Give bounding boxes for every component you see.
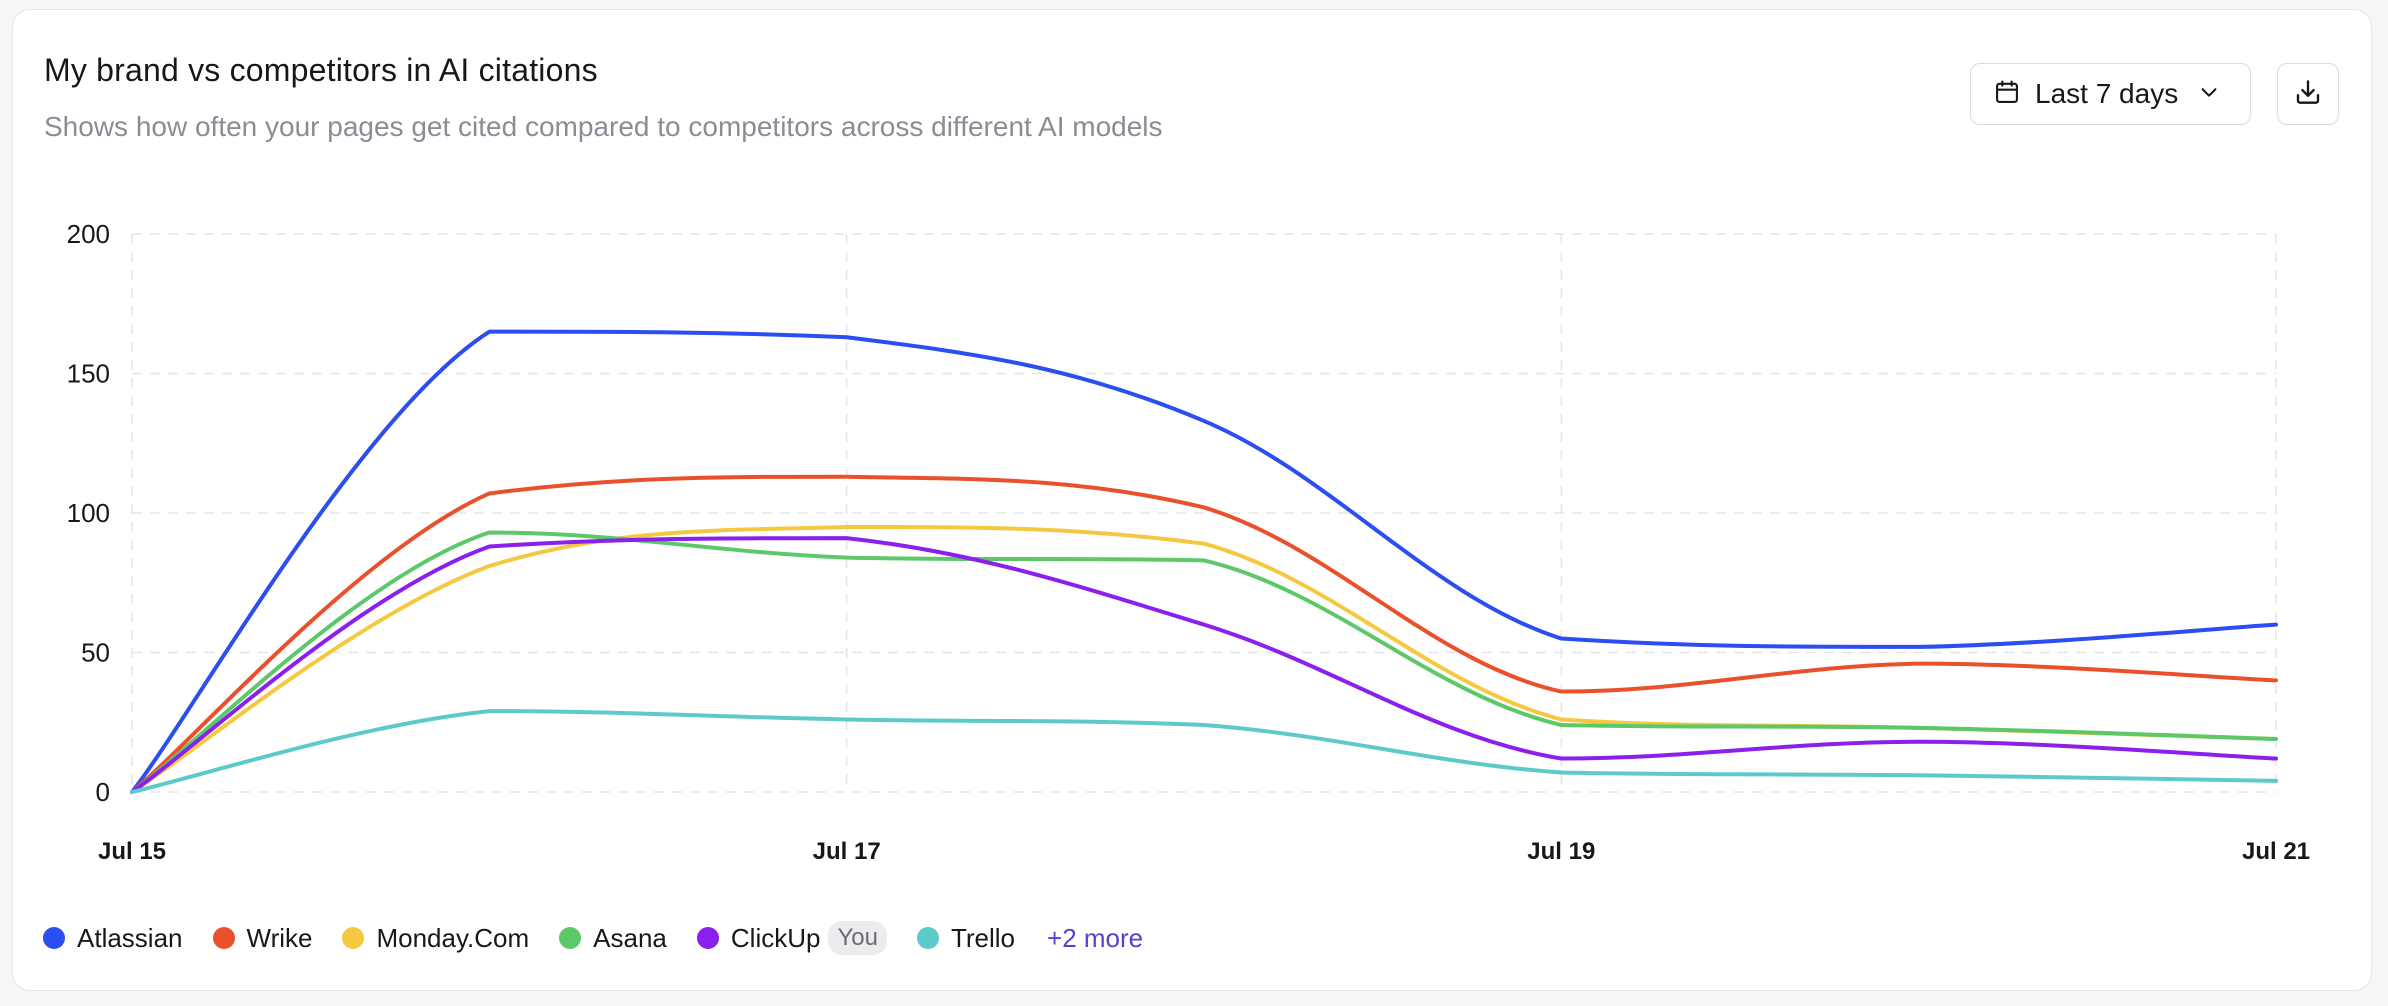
legend-dot [696,927,719,949]
you-badge: You [828,921,887,955]
legend-item-clickup[interactable]: ClickUp You [696,921,887,955]
series-line-clickup [130,536,2278,794]
card-title: My brand vs competitors in AI citations [44,52,598,88]
legend-item-monday-com[interactable]: Monday.Com [342,923,529,954]
legend-label: ClickUp [730,922,821,953]
x-tick-label: Jul 19 [1527,838,1595,865]
legend-label: Asana [593,922,667,953]
y-tick-label: 0 [96,777,110,807]
legend-dot [43,927,65,949]
chart-card: My brand vs competitors in AI citations … [12,9,2372,991]
y-tick-label: 200 [67,219,110,249]
legend-item-asana[interactable]: Asana [559,923,667,954]
series-line-atlassian [130,329,2278,794]
chevron-down-icon [2198,81,2220,108]
legend-label: Atlassian [77,922,183,953]
legend-label: Wrike [246,922,313,953]
date-range-dropdown[interactable]: Last 7 days [1970,63,2251,125]
legend-label: Monday.Com [376,922,530,953]
legend-item-atlassian[interactable]: Atlassian [43,923,183,954]
series-line-monday-com [130,524,2278,794]
y-tick-label: 100 [67,498,110,528]
legend-dot [342,927,365,949]
legend-dot [559,927,582,949]
download-icon [2293,77,2323,112]
legend-item-wrike[interactable]: Wrike [212,922,313,954]
date-range-label: Last 7 days [2035,78,2179,109]
download-button[interactable] [2277,63,2339,125]
x-tick-label: Jul 21 [2242,838,2310,865]
chart-legend: Atlassian Wrike Monday.Com Asana ClickUp You T… [43,918,1143,958]
x-tick-label: Jul 15 [98,838,166,865]
legend-dot [916,927,939,949]
series-line-trello [130,709,2278,794]
legend-item-trello[interactable]: Trello [916,922,1016,954]
series-line-asana [130,530,2278,794]
legend-more-link[interactable]: +2 more [1047,922,1144,953]
calendar-icon [1993,78,2021,111]
x-tick-label: Jul 17 [813,838,881,865]
series-line-wrike [130,474,2278,794]
y-tick-label: 150 [67,359,110,389]
legend-dot [212,927,235,949]
legend-label: Trello [950,922,1016,953]
card-subtitle: Shows how often your pages get cited com… [44,111,1163,142]
y-tick-label: 50 [81,638,110,668]
